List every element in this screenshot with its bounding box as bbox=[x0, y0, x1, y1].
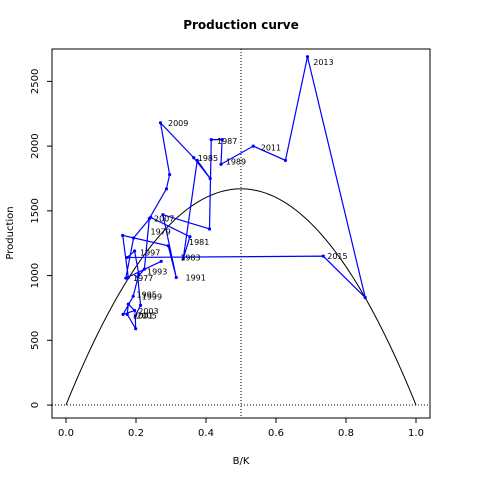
data-point bbox=[283, 158, 288, 162]
y-tick-label: 500 bbox=[30, 331, 41, 350]
year-label: 2015 bbox=[327, 252, 347, 261]
plot-frame bbox=[51, 48, 431, 419]
data-point bbox=[159, 259, 163, 263]
data-point bbox=[209, 138, 213, 142]
data-point bbox=[220, 138, 224, 142]
y-tick-label: 1000 bbox=[30, 263, 41, 288]
data-point bbox=[133, 314, 137, 318]
data-point bbox=[219, 162, 223, 166]
production-curve-line bbox=[65, 188, 417, 406]
year-label: 2013 bbox=[313, 58, 333, 67]
x-tick-label: 0.0 bbox=[58, 428, 74, 439]
data-point bbox=[174, 275, 178, 280]
year-label: 2001 bbox=[133, 312, 153, 321]
data-point bbox=[126, 275, 130, 280]
x-tick-label: 0.2 bbox=[128, 428, 144, 439]
year-label: 2011 bbox=[261, 143, 281, 152]
data-point bbox=[131, 236, 136, 240]
data-point bbox=[124, 276, 128, 280]
data-point bbox=[133, 249, 137, 253]
year-label: 2005 bbox=[137, 312, 157, 321]
year-label: 1983 bbox=[180, 253, 200, 262]
year-label: 1989 bbox=[226, 158, 246, 167]
year-label: 1999 bbox=[142, 292, 162, 301]
data-point bbox=[363, 295, 367, 300]
data-point bbox=[134, 327, 138, 331]
data-point bbox=[305, 55, 310, 59]
y-tick-label: 1500 bbox=[30, 198, 41, 223]
data-point bbox=[121, 312, 125, 317]
year-label: 1993 bbox=[147, 268, 167, 277]
year-label: 2007 bbox=[154, 215, 174, 224]
data-point bbox=[158, 121, 163, 125]
x-tick-label: 0.6 bbox=[268, 428, 284, 439]
x-tick-label: 0.8 bbox=[338, 428, 354, 439]
data-point bbox=[142, 267, 146, 271]
data-point bbox=[164, 187, 169, 191]
data-point bbox=[161, 213, 165, 217]
year-label: 1991 bbox=[186, 274, 206, 283]
year-label: 1981 bbox=[189, 238, 209, 247]
series-line bbox=[121, 56, 367, 331]
data-point bbox=[208, 176, 212, 181]
data-point bbox=[321, 254, 325, 258]
year-label: 2009 bbox=[168, 119, 188, 128]
data-point bbox=[137, 272, 141, 276]
data-point bbox=[136, 275, 140, 279]
data-point bbox=[166, 244, 170, 248]
data-point bbox=[168, 172, 172, 177]
year-label: 1979 bbox=[151, 228, 171, 237]
data-point bbox=[138, 303, 143, 307]
data-point bbox=[121, 233, 125, 238]
data-point bbox=[126, 302, 130, 306]
year-label: 1977 bbox=[133, 274, 153, 283]
year-label: 1997 bbox=[140, 248, 160, 257]
x-tick-label: 1.0 bbox=[408, 428, 424, 439]
data-point bbox=[192, 156, 196, 160]
y-axis-label: Production bbox=[5, 206, 16, 259]
y-tick-label: 2000 bbox=[30, 133, 41, 158]
year-label: 1987 bbox=[217, 137, 237, 146]
data-point bbox=[133, 308, 137, 313]
y-tick-label: 0 bbox=[30, 402, 41, 408]
year-label: 1995 bbox=[137, 290, 157, 299]
year-label: 1985 bbox=[198, 154, 218, 163]
x-axis-label: B/K bbox=[233, 456, 250, 467]
plot-area: 0.0 0.2 0.4 0.6 0.8 1.0 0 500 1000 1500 2000 2500 19… bbox=[30, 48, 431, 439]
y-tick-label: 2500 bbox=[30, 69, 41, 94]
data-point bbox=[149, 215, 153, 219]
data-point bbox=[195, 158, 199, 162]
x-tick-label: 0.4 bbox=[198, 428, 214, 439]
data-point bbox=[251, 144, 255, 148]
data-point bbox=[188, 235, 192, 239]
data-point bbox=[131, 294, 135, 298]
data-point bbox=[181, 257, 185, 261]
year-label: 2003 bbox=[138, 307, 158, 316]
chart-title: Production curve bbox=[183, 18, 299, 32]
data-point bbox=[125, 312, 129, 317]
data-point bbox=[125, 255, 129, 260]
data-point bbox=[207, 227, 212, 231]
